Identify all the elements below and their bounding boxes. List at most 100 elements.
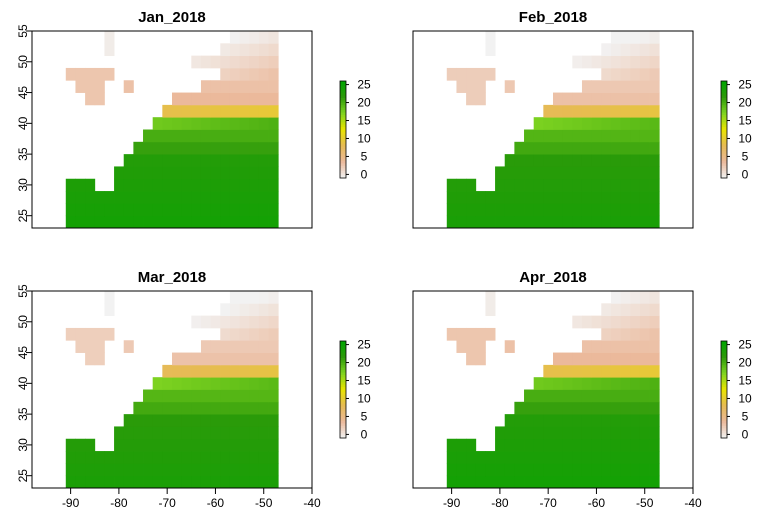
heatmap-cell [639,377,650,390]
heatmap-cell [553,438,564,452]
heatmap-cell [181,401,192,415]
heatmap-cell [581,80,593,93]
colorbar-segment [721,377,727,381]
colorbar-segment [721,141,727,145]
heatmap-cell [649,463,660,477]
heatmap-cell [104,191,115,204]
y-tick-label: 25 [16,209,30,223]
heatmap-cell [229,92,240,106]
heatmap-cell [620,215,631,229]
colorbar-segment [721,102,727,106]
heatmap-cell [258,340,269,353]
heatmap-cell [143,129,154,143]
heatmap-cell [210,129,221,143]
heatmap-cell [630,401,641,415]
colorbar-segment [721,428,727,432]
x-tick-label: -70 [540,496,558,510]
heatmap-cell [152,438,163,452]
heatmap-cell [210,104,221,118]
colorbar-segment [340,418,346,422]
colorbar-segment [721,90,727,94]
heatmap-cell [601,154,612,167]
heatmap-cell [268,315,279,329]
colorbar-segment [721,97,727,101]
heatmap-cell [495,203,506,217]
heatmap-cell [75,475,86,489]
heatmap-cell [229,451,240,464]
heatmap-cell [152,389,163,403]
colorbar-segment [721,433,727,437]
heatmap-cell [239,141,250,155]
colorbar-segment [340,158,346,162]
heatmap-cell [601,117,612,130]
colorbar-segment [721,158,727,162]
heatmap-cell [581,451,593,464]
heatmap-cell [258,315,269,329]
heatmap-cell [649,364,660,378]
heatmap-cell [181,389,192,403]
heatmap-cell [200,178,212,192]
y-tick-label: 30 [16,178,30,192]
heatmap-cell [229,117,240,130]
heatmap-cell [533,401,544,415]
heatmap-cell [200,141,212,155]
heatmap-cell [200,215,212,229]
heatmap-cell [610,303,621,317]
heatmap-cell [601,141,612,155]
colorbar-segment [721,406,727,410]
heatmap-cell [210,389,221,403]
colorbar-segment [340,362,346,366]
heatmap-cell [543,451,554,464]
colorbar-tick-label: 20 [357,96,371,110]
y-tick-label: 40 [16,376,30,390]
heatmap-cell [143,178,154,192]
colorbar-segment [340,350,346,354]
heatmap-cell [85,92,96,106]
heatmap-cell [446,215,457,229]
heatmap-cell [543,141,554,155]
x-tick-label: -70 [159,496,177,510]
heatmap-cell [258,92,269,106]
heatmap-cell [553,463,564,477]
heatmap-cell [94,340,105,353]
x-tick-label: -90 [62,496,80,510]
heatmap-cell [456,463,467,477]
heatmap-cell [239,389,250,403]
heatmap-cell [200,389,212,403]
heatmap-cell [172,389,183,403]
heatmap-cell [200,352,212,366]
heatmap-cell [200,92,212,106]
heatmap-cell [495,178,506,192]
heatmap-cell [249,438,260,452]
colorbar-segment [721,396,727,400]
heatmap-cell [123,426,134,440]
heatmap-cell [239,117,250,130]
heatmap-cell [229,203,240,217]
heatmap-cell [94,67,105,81]
heatmap-cell [649,451,660,464]
colorbar: 0 5 10 15 20 25 [720,78,752,181]
heatmap-cell [152,451,163,464]
heatmap-cell [630,389,641,403]
heatmap-cell [649,315,660,329]
heatmap-cell [553,129,564,143]
heatmap-cell [475,475,486,489]
heatmap-cell [249,377,260,390]
heatmap-cell [543,178,554,192]
heatmap-cell [181,426,192,440]
x-tick-label: -40 [684,496,702,510]
heatmap-cell [94,463,105,477]
colorbar-segment [721,355,727,359]
panel-3: Apr_2018 -90 -80 -70 -60 -50 -40 0 5 10 15 20 25 [412,269,752,510]
colorbar-segment [340,81,346,84]
heatmap-cell [152,166,163,180]
heatmap-cell [191,166,202,180]
colorbar-tick-label: 0 [361,427,368,441]
heatmap-cell [239,203,250,217]
heatmap-cell [495,426,506,440]
heatmap-cell [591,191,602,204]
heatmap-cell [143,401,154,415]
heatmap-cell [620,291,631,304]
heatmap-cell [94,327,105,341]
heatmap-cell [630,340,641,353]
